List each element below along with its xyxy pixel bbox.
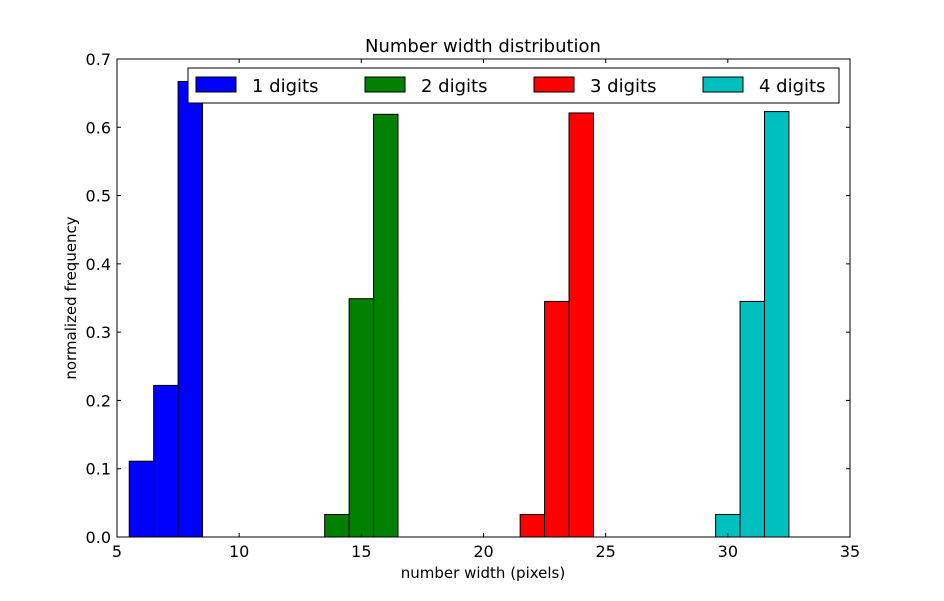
x-tick-label: 25 [595, 542, 615, 561]
x-tick-label: 15 [351, 542, 371, 561]
legend-label: 1 digits [252, 76, 318, 97]
x-tick-label: 30 [718, 542, 738, 561]
legend: 1 digits 2 digits 3 digits 4 digits [187, 67, 840, 104]
bar [544, 300, 570, 538]
axis-ticks: 5 10 15 20 25 30 35 0.0 0.1 0.2 0.3 0.4 0.5 0.6 0.7 [86, 50, 861, 561]
bars [128, 81, 790, 538]
y-tick-label: 0.3 [86, 323, 111, 342]
y-tick-label: 0.6 [86, 118, 111, 137]
y-axis-label: normalized frequency [62, 216, 80, 379]
x-tick-label: 20 [473, 542, 493, 561]
bar [348, 298, 375, 538]
bar [373, 113, 399, 538]
bar [324, 513, 350, 538]
y-tick-label: 0.7 [86, 50, 111, 69]
bar [519, 513, 546, 538]
bar [739, 300, 765, 538]
y-tick-label: 0.5 [86, 187, 111, 206]
y-tick-label: 0.2 [86, 391, 111, 410]
chart-title: Number width distribution [365, 36, 601, 57]
legend-label: 3 digits [590, 76, 656, 97]
y-tick-label: 0.0 [86, 528, 111, 547]
bar [153, 384, 179, 538]
legend-swatch [364, 76, 406, 93]
legend-swatch [533, 76, 575, 93]
legend-label: 4 digits [759, 76, 825, 97]
legend-swatch [702, 76, 744, 93]
x-tick-label: 35 [840, 542, 860, 561]
bar [568, 112, 594, 538]
bar [128, 460, 155, 538]
x-tick-label: 10 [229, 542, 249, 561]
bar [177, 81, 204, 538]
y-tick-label: 0.4 [86, 255, 111, 274]
y-tick-label: 0.1 [86, 460, 111, 479]
x-axis-label: number width (pixels) [401, 564, 565, 582]
bar [763, 111, 790, 538]
legend-swatch [195, 76, 237, 93]
x-tick-label: 5 [112, 542, 122, 561]
legend-label: 2 digits [421, 76, 487, 97]
